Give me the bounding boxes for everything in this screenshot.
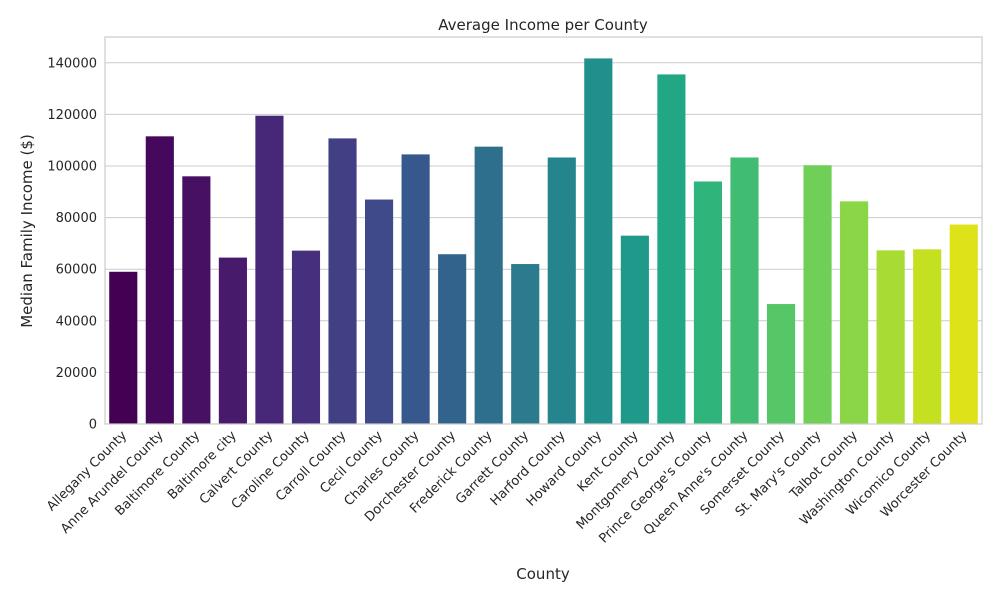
bar (657, 74, 686, 424)
plot-frame (104, 36, 983, 425)
bar (438, 254, 467, 424)
bar (255, 115, 284, 424)
y-tick-labels: 0 20000 40000 60000 80000 100000 120000 140000 (47, 56, 97, 432)
bar (584, 58, 613, 424)
y-tick-label: 60000 (56, 263, 97, 278)
bar (364, 199, 394, 424)
y-tick-label: 20000 (56, 366, 97, 381)
gridlines (105, 62, 982, 425)
bar (766, 304, 796, 424)
y-tick-label: 80000 (56, 211, 97, 226)
y-tick-label: 40000 (56, 314, 97, 329)
bar (949, 224, 978, 424)
chart-title: Average Income per County (438, 16, 648, 34)
bar (145, 136, 174, 424)
bar (511, 264, 540, 424)
bar (182, 176, 211, 424)
bar (840, 201, 869, 424)
y-tick-label: 100000 (47, 160, 97, 175)
bar (109, 271, 138, 424)
bar (401, 154, 430, 424)
y-tick-label: 140000 (47, 56, 97, 71)
bar (620, 235, 649, 424)
bar (291, 250, 321, 424)
bar (803, 165, 832, 424)
bar (876, 250, 905, 424)
bars (109, 58, 978, 425)
bar (328, 138, 357, 425)
bar (547, 157, 576, 424)
y-tick-label: 120000 (47, 108, 97, 123)
bar (730, 157, 759, 424)
bar (693, 181, 723, 424)
bar (474, 146, 503, 424)
y-axis-title: Median Family Income ($) (18, 134, 36, 328)
y-tick-label: 0 (89, 418, 97, 433)
bar (913, 249, 942, 424)
x-axis-title: County (516, 565, 570, 583)
bar (218, 257, 247, 424)
